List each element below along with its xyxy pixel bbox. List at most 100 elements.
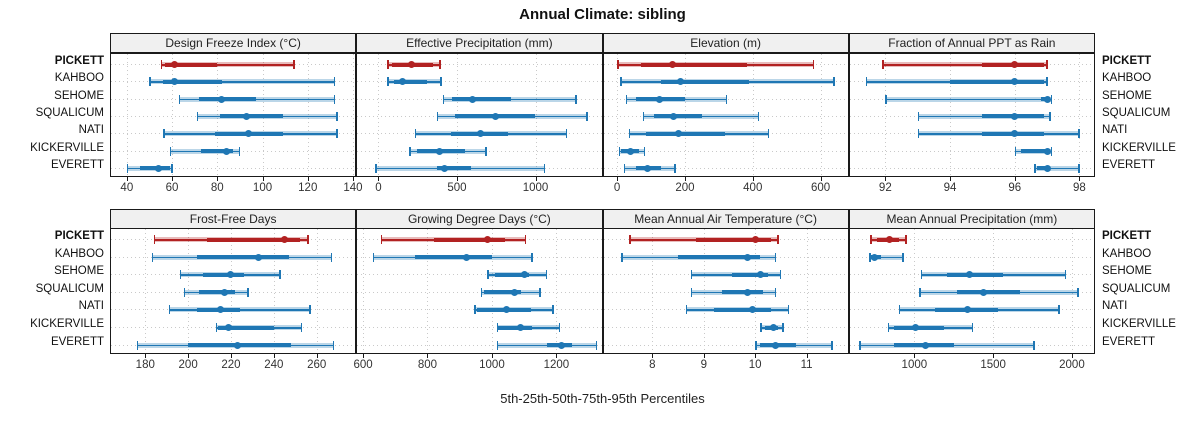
median-dot — [557, 341, 565, 349]
band-25-75 — [721, 290, 763, 295]
range-line-5-95 — [178, 98, 335, 101]
station-label-left-sehome: SEHOME — [54, 265, 104, 278]
band-25-75 — [950, 79, 1044, 84]
cap-5th — [865, 77, 868, 87]
tick-gridline — [535, 54, 537, 176]
median-dot — [255, 253, 263, 261]
cap-5th — [869, 252, 871, 262]
axis-tick-label: 600 — [811, 182, 831, 194]
axis-tick-label: 500 — [447, 182, 467, 194]
station-label-right-everett: EVERETT — [1102, 158, 1156, 171]
station-label-left-everett: EVERETT — [50, 158, 104, 171]
cap-5th — [618, 146, 621, 156]
cap-5th — [163, 129, 165, 139]
cap-5th — [919, 287, 921, 297]
axis-tick — [703, 354, 705, 358]
axis-tick-label: 0 — [375, 182, 382, 194]
axis-tick-label: 1200 — [543, 359, 570, 371]
cap-5th — [1034, 163, 1036, 173]
cap-95th — [309, 305, 311, 315]
row-gridline — [111, 167, 356, 169]
median-dot — [677, 78, 685, 86]
band-25-75 — [165, 62, 218, 67]
cap-95th — [333, 94, 336, 104]
station-label-left-kickerville: KICKERVILLE — [30, 318, 104, 330]
panel-header-growing-degree-days-c: Growing Degree Days (°C) — [356, 209, 603, 229]
station-label-right-everett: EVERETT — [1102, 335, 1156, 348]
row-gridline — [357, 344, 602, 346]
median-dot — [643, 164, 651, 172]
cap-5th — [178, 94, 181, 104]
axis-tick-label: 400 — [743, 182, 763, 194]
cap-95th — [1078, 129, 1080, 139]
cap-95th — [279, 270, 281, 280]
cap-5th — [882, 60, 884, 69]
axis-tick — [126, 177, 128, 181]
band-25-75 — [218, 325, 274, 330]
panel-plot-effective-precipitation-mm — [356, 53, 603, 177]
median-dot — [483, 236, 491, 243]
median-dot — [491, 112, 499, 120]
axis-tick-label: 140 — [343, 182, 363, 194]
median-dot — [1043, 164, 1051, 172]
median-dot — [980, 288, 988, 296]
cap-95th — [1050, 146, 1053, 156]
tick-gridline — [172, 54, 174, 176]
chart-title: Annual Climate: sibling — [519, 6, 686, 23]
median-dot — [477, 130, 485, 138]
cap-95th — [1049, 111, 1051, 121]
axis-tick-label: 800 — [417, 359, 438, 371]
median-dot — [436, 147, 444, 155]
panel-plot-fraction-of-annual-ppt-as-rain — [848, 53, 1095, 177]
median-dot — [222, 147, 230, 155]
band-25-75 — [696, 237, 771, 242]
tick-gridline — [806, 229, 808, 353]
tick-gridline — [752, 54, 754, 176]
cap-5th — [480, 287, 483, 297]
band-25-75 — [207, 237, 300, 242]
tick-gridline — [378, 54, 380, 176]
median-dot — [749, 306, 757, 314]
median-dot — [245, 130, 253, 138]
panel-plot-elevation-m — [602, 53, 849, 177]
median-dot — [743, 288, 751, 296]
axis-tick — [806, 354, 808, 358]
median-dot — [668, 61, 676, 68]
axis-tick — [684, 177, 686, 181]
panel-title: Fraction of Annual PPT as Rain — [888, 36, 1056, 50]
axis-tick — [617, 177, 619, 181]
cap-95th — [1064, 270, 1067, 280]
band-25-75 — [394, 79, 428, 84]
cap-5th — [621, 252, 623, 262]
axis-tick-label: 80 — [210, 182, 224, 194]
cap-95th — [539, 287, 541, 297]
axis-tick — [914, 354, 916, 358]
cap-95th — [1046, 60, 1048, 69]
panel-header-frost-free-days: Frost-Free Days — [110, 209, 357, 229]
station-label-left-squalicum: SQUALICUM — [35, 106, 104, 119]
cap-95th — [779, 270, 782, 280]
cap-5th — [629, 235, 631, 244]
cap-5th — [496, 323, 499, 332]
axis-tick — [230, 354, 232, 358]
cap-95th — [543, 163, 546, 173]
median-dot — [154, 164, 162, 172]
panel-header-effective-precipitation-mm: Effective Precipitation (mm) — [356, 33, 603, 53]
cap-5th — [760, 323, 762, 332]
cap-95th — [531, 252, 533, 262]
cap-5th — [1014, 146, 1017, 156]
cap-95th — [777, 235, 779, 244]
median-dot — [1011, 130, 1019, 138]
cap-5th — [160, 60, 163, 69]
band-25-75 — [947, 272, 1003, 277]
station-label-right-nati: NATI — [1102, 300, 1128, 313]
axis-tick-label: 92 — [878, 182, 892, 194]
cap-95th — [1077, 287, 1079, 297]
panel-plot-mean-annual-precipitation-mm — [848, 228, 1095, 354]
axis-tick-label: 240 — [264, 359, 284, 371]
panel-plot-frost-free-days — [110, 228, 357, 354]
axis-tick — [752, 177, 754, 181]
band-25-75 — [678, 255, 761, 260]
median-dot — [218, 95, 226, 103]
cap-5th — [885, 94, 887, 104]
